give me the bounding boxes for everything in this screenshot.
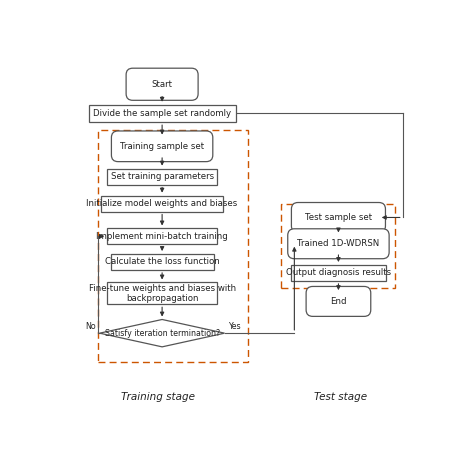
FancyBboxPatch shape xyxy=(111,131,213,162)
Bar xyxy=(107,169,217,185)
Text: Test stage: Test stage xyxy=(314,392,367,402)
Text: Calculate the loss function: Calculate the loss function xyxy=(105,257,219,266)
Text: Start: Start xyxy=(152,80,173,89)
Bar xyxy=(282,204,395,288)
Text: End: End xyxy=(330,297,346,306)
Text: Implement mini-batch training: Implement mini-batch training xyxy=(96,232,228,241)
Bar xyxy=(107,228,217,245)
Text: Fine-tune weights and biases with
backpropagation: Fine-tune weights and biases with backpr… xyxy=(89,283,236,303)
FancyBboxPatch shape xyxy=(292,202,385,232)
Text: Trained 1D-WDRSN: Trained 1D-WDRSN xyxy=(297,239,380,248)
Bar xyxy=(101,196,223,211)
Text: Yes: Yes xyxy=(228,322,241,331)
Bar xyxy=(110,254,213,270)
Text: Divide the sample set randomly: Divide the sample set randomly xyxy=(93,109,231,118)
Text: Initialize model weights and biases: Initialize model weights and biases xyxy=(86,199,238,208)
FancyBboxPatch shape xyxy=(288,229,389,259)
Text: Test sample set: Test sample set xyxy=(305,213,372,222)
Bar xyxy=(107,283,217,304)
Text: Training sample set: Training sample set xyxy=(120,142,204,151)
Polygon shape xyxy=(100,319,225,347)
FancyBboxPatch shape xyxy=(306,286,371,316)
Bar xyxy=(291,265,386,281)
Text: Output diagnosis results: Output diagnosis results xyxy=(286,268,391,277)
FancyBboxPatch shape xyxy=(126,68,198,100)
Text: Training stage: Training stage xyxy=(121,392,195,402)
Text: No: No xyxy=(85,322,96,331)
Bar xyxy=(98,130,248,362)
Bar xyxy=(89,105,236,122)
Text: Set training parameters: Set training parameters xyxy=(110,172,214,181)
Text: Satisfy iteration termination?: Satisfy iteration termination? xyxy=(105,328,219,337)
